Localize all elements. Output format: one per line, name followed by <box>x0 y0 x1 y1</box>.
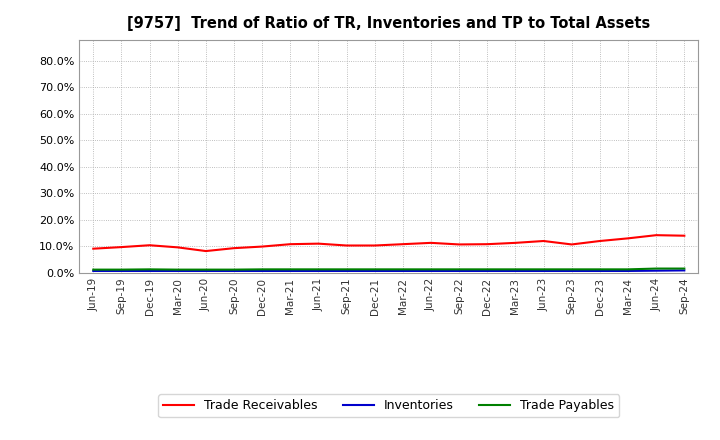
Trade Receivables <box>370 243 379 248</box>
Trade Payables <box>511 267 520 272</box>
Trade Payables <box>89 267 98 272</box>
Trade Payables <box>342 267 351 272</box>
Trade Receivables <box>652 232 660 238</box>
Trade Receivables <box>427 240 436 246</box>
Trade Payables <box>258 267 266 272</box>
Trade Payables <box>314 267 323 272</box>
Trade Receivables <box>145 242 154 248</box>
Inventories <box>117 268 126 274</box>
Inventories <box>89 268 98 274</box>
Inventories <box>680 268 688 273</box>
Trade Receivables <box>202 249 210 254</box>
Trade Payables <box>624 267 632 272</box>
Inventories <box>567 268 576 274</box>
Inventories <box>314 268 323 274</box>
Trade Payables <box>202 267 210 272</box>
Trade Receivables <box>483 242 492 247</box>
Trade Payables <box>286 267 294 272</box>
Trade Receivables <box>314 241 323 246</box>
Trade Payables <box>539 267 548 272</box>
Trade Receivables <box>399 242 408 247</box>
Line: Trade Receivables: Trade Receivables <box>94 235 684 251</box>
Trade Receivables <box>567 242 576 247</box>
Trade Payables <box>174 267 182 272</box>
Trade Payables <box>455 267 464 272</box>
Trade Receivables <box>455 242 464 247</box>
Inventories <box>652 268 660 273</box>
Inventories <box>427 268 436 274</box>
Inventories <box>539 268 548 274</box>
Trade Receivables <box>595 238 604 244</box>
Trade Payables <box>483 267 492 272</box>
Trade Receivables <box>174 245 182 250</box>
Trade Receivables <box>539 238 548 244</box>
Inventories <box>174 268 182 274</box>
Inventories <box>342 268 351 274</box>
Trade Receivables <box>117 245 126 250</box>
Inventories <box>370 268 379 274</box>
Trade Payables <box>652 266 660 271</box>
Trade Receivables <box>342 243 351 248</box>
Trade Payables <box>117 267 126 272</box>
Inventories <box>455 268 464 274</box>
Trade Receivables <box>680 233 688 238</box>
Inventories <box>202 268 210 274</box>
Inventories <box>145 268 154 274</box>
Inventories <box>286 268 294 274</box>
Trade Receivables <box>230 246 238 251</box>
Inventories <box>399 268 408 274</box>
Inventories <box>624 268 632 274</box>
Trade Payables <box>370 267 379 272</box>
Trade Receivables <box>286 242 294 247</box>
Trade Payables <box>145 267 154 272</box>
Trade Payables <box>595 267 604 272</box>
Trade Receivables <box>89 246 98 251</box>
Inventories <box>258 268 266 274</box>
Inventories <box>511 268 520 274</box>
Trade Payables <box>230 267 238 272</box>
Inventories <box>230 268 238 274</box>
Legend: Trade Receivables, Inventories, Trade Payables: Trade Receivables, Inventories, Trade Pa… <box>158 394 619 417</box>
Trade Receivables <box>511 240 520 246</box>
Trade Payables <box>680 266 688 271</box>
Line: Trade Payables: Trade Payables <box>94 268 684 270</box>
Trade Receivables <box>624 236 632 241</box>
Inventories <box>595 268 604 274</box>
Title: [9757]  Trend of Ratio of TR, Inventories and TP to Total Assets: [9757] Trend of Ratio of TR, Inventories… <box>127 16 650 32</box>
Inventories <box>483 268 492 274</box>
Trade Receivables <box>258 244 266 249</box>
Trade Payables <box>399 267 408 272</box>
Trade Payables <box>427 267 436 272</box>
Trade Payables <box>567 267 576 272</box>
